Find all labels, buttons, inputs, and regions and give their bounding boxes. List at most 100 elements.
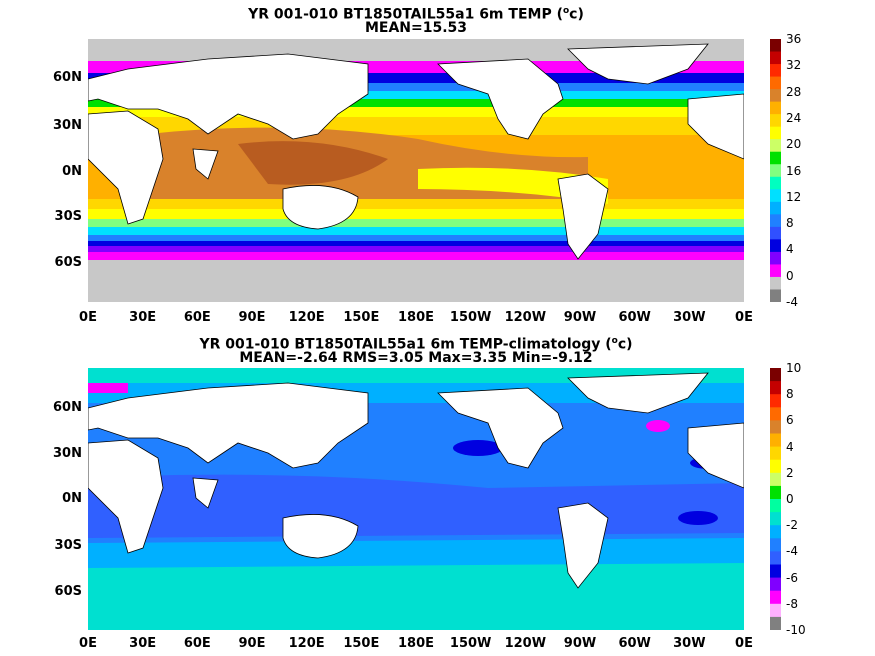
longitude-label: 30E	[129, 636, 157, 651]
colorbar-tick-label: 0	[786, 268, 794, 283]
longitude-label: 150E	[343, 310, 380, 325]
colorbar-tick-label: -4	[786, 295, 798, 309]
colorbar-tick-label: -2	[786, 518, 798, 533]
colorbar-swatch	[770, 446, 781, 461]
latitude-label: 0N	[62, 164, 82, 179]
colorbar-swatch	[770, 289, 781, 302]
latitude-label: 30S	[54, 209, 82, 224]
colorbar-swatch	[770, 551, 781, 565]
longitude-label: 120W	[504, 310, 547, 325]
latitude-label: 60S	[54, 584, 82, 599]
panel2-subtitle: MEAN=-2.64 RMS=3.05 Max=3.35 Min=-9.12	[239, 350, 593, 366]
colorbar-swatch	[770, 239, 781, 253]
colorbar-tick-label: 0	[786, 492, 794, 506]
colorbar-tick-label: 4	[786, 242, 794, 257]
longitude-label: 120W	[504, 636, 547, 651]
colorbar-tick-label: -6	[786, 570, 798, 585]
colorbar-swatch	[770, 51, 781, 65]
colorbar-swatch	[770, 176, 781, 190]
colorbar-swatch	[770, 525, 781, 539]
panel1-colorbar	[770, 39, 781, 302]
latitude-label: 30N	[53, 446, 82, 461]
colorbar-tick-label: 36	[786, 32, 802, 46]
longitude-label: 30E	[129, 310, 157, 325]
colorbar-swatch	[770, 151, 781, 165]
colorbar-swatch	[770, 64, 781, 78]
colorbar-swatch	[770, 381, 781, 395]
colorbar-tick-label: 28	[786, 84, 802, 99]
colorbar-tick-label: 20	[786, 137, 802, 152]
longitude-label: 180E	[397, 310, 435, 325]
panel1-subtitle: MEAN=15.53	[364, 20, 468, 36]
colorbar-swatch	[770, 39, 781, 53]
colorbar-swatch	[770, 512, 781, 526]
colorbar-swatch	[770, 485, 781, 500]
colorbar-tick-label: -10	[786, 623, 806, 637]
longitude-label: 120E	[288, 310, 325, 325]
colorbar-swatch	[770, 201, 781, 215]
latitude-label: 30N	[53, 118, 82, 133]
panel1-title: YR 001-010 BT1850TAIL55a1 6m TEMP (oc)	[248, 6, 584, 23]
colorbar-tick-label: 8	[786, 216, 794, 231]
colorbar-tick-label: 8	[786, 387, 794, 402]
colorbar-swatch	[770, 76, 781, 90]
colorbar-swatch	[770, 214, 781, 228]
colorbar-swatch	[770, 616, 781, 630]
colorbar-swatch	[770, 538, 781, 552]
latitude-label: 60S	[54, 255, 82, 270]
longitude-label: 120E	[288, 636, 325, 651]
longitude-label: 60E	[183, 310, 211, 325]
colorbar-swatch	[770, 251, 781, 265]
colorbar-tick-label: -4	[786, 544, 798, 559]
colorbar-swatch	[770, 226, 781, 240]
colorbar-swatch	[770, 577, 781, 592]
longitude-label: 90E	[238, 636, 266, 651]
longitude-label: 0E	[735, 636, 753, 651]
colorbar-tick-label: 12	[786, 189, 802, 204]
longitude-label: 180E	[397, 636, 435, 651]
longitude-label: 150W	[449, 310, 492, 325]
colorbar-swatch	[770, 164, 781, 178]
longitude-label: 90W	[563, 636, 597, 651]
colorbar-swatch	[770, 590, 781, 605]
panel2-colorbar	[770, 368, 781, 630]
colorbar-swatch	[770, 264, 781, 278]
longitude-label: 0E	[79, 636, 97, 651]
latitude-label: 0N	[62, 491, 82, 506]
longitude-label: 60W	[618, 636, 651, 651]
colorbar-swatch	[770, 472, 781, 487]
colorbar-tick-label: 6	[786, 413, 794, 428]
colorbar-swatch	[770, 89, 781, 103]
colorbar-tick-label: 24	[786, 110, 802, 125]
colorbar-swatch	[770, 139, 781, 153]
colorbar-swatch	[770, 101, 781, 115]
colorbar-tick-label: 2	[786, 465, 794, 480]
colorbar-tick-label: -8	[786, 596, 798, 611]
colorbar-swatch	[770, 603, 781, 618]
colorbar-tick-label: 16	[786, 163, 802, 178]
colorbar-swatch	[770, 407, 781, 421]
colorbar-swatch	[770, 564, 781, 579]
colorbar-tick-label: 4	[786, 439, 794, 454]
colorbar-swatch	[770, 433, 781, 448]
colorbar-swatch	[770, 276, 781, 290]
colorbar-swatch	[770, 126, 781, 140]
panel2-anomaly-map	[88, 368, 744, 630]
colorbar-tick-label: 10	[786, 361, 802, 375]
longitude-label: 0E	[79, 310, 97, 325]
longitude-label: 30W	[673, 310, 706, 325]
panel2-title: YR 001-010 BT1850TAIL55a1 6m TEMP-climat…	[199, 336, 633, 353]
latitude-label: 60N	[53, 400, 82, 415]
colorbar-swatch	[770, 368, 781, 382]
colorbar-swatch	[770, 499, 781, 513]
longitude-label: 60E	[183, 636, 211, 651]
colorbar-swatch	[770, 459, 781, 474]
colorbar-swatch	[770, 394, 781, 408]
longitude-label: 30W	[673, 636, 706, 651]
colorbar-swatch	[770, 189, 781, 203]
colorbar-tick-label: 32	[786, 58, 802, 73]
longitude-label: 90W	[563, 310, 597, 325]
colorbar-swatch	[770, 420, 781, 434]
panel1-temperature-map	[88, 39, 744, 302]
colorbar-swatch	[770, 114, 781, 128]
